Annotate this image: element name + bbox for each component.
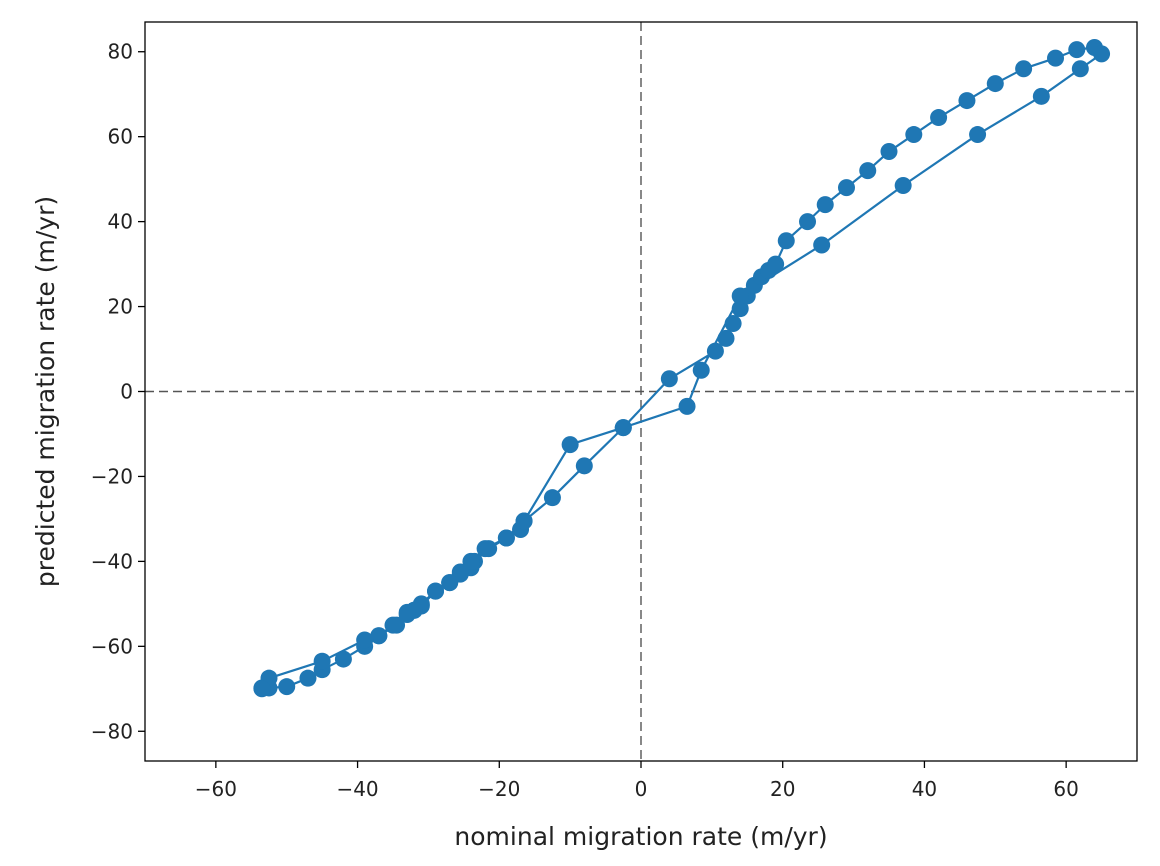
y-tick-label: 60 — [108, 125, 133, 149]
data-point — [731, 287, 749, 305]
data-point — [813, 236, 831, 254]
x-tick-label: 60 — [1053, 777, 1078, 801]
data-point — [799, 213, 817, 231]
x-tick-label: −40 — [336, 777, 378, 801]
data-point — [837, 179, 855, 197]
series-layer — [253, 38, 1111, 698]
data-point — [441, 574, 459, 592]
data-point — [313, 652, 331, 670]
data-point — [969, 126, 987, 144]
data-point — [1093, 45, 1111, 63]
data-point — [894, 177, 912, 195]
data-point — [731, 300, 749, 318]
data-point — [253, 680, 271, 698]
data-point — [384, 616, 402, 634]
data-point — [561, 436, 579, 454]
y-tick-label: −80 — [91, 719, 133, 743]
x-tick-label: 20 — [770, 777, 795, 801]
data-point — [1015, 60, 1033, 78]
data-point — [930, 109, 948, 127]
data-point — [370, 627, 388, 645]
data-point — [905, 126, 923, 144]
y-tick-label: 40 — [108, 210, 133, 234]
data-point — [816, 196, 834, 214]
data-point — [356, 631, 374, 649]
data-point — [958, 92, 976, 110]
data-point — [678, 397, 696, 415]
data-point — [543, 489, 561, 507]
x-axis: −60 −40 −20 0 20 40 60 — [195, 761, 1079, 801]
data-point — [724, 315, 742, 333]
x-tick-label: −20 — [478, 777, 520, 801]
data-point — [278, 678, 296, 696]
data-point — [451, 563, 469, 581]
data-point — [476, 540, 494, 558]
data-point — [497, 529, 515, 547]
data-point — [398, 603, 416, 621]
data-point — [986, 75, 1004, 93]
data-point — [462, 552, 480, 570]
x-axis-label: nominal migration rate (m/yr) — [454, 822, 827, 851]
data-point — [1068, 41, 1086, 59]
y-axis-label: predicted migration rate (m/yr) — [31, 196, 60, 587]
reference-lines — [145, 22, 1137, 761]
data-point — [575, 457, 593, 475]
data-point — [859, 162, 877, 180]
x-tick-label: 40 — [912, 777, 937, 801]
x-tick-label: 0 — [635, 777, 648, 801]
y-tick-label: −20 — [91, 464, 133, 488]
data-point — [706, 342, 724, 360]
data-point — [777, 232, 795, 250]
data-point — [334, 650, 352, 668]
data-point — [299, 669, 317, 687]
data-point — [1071, 60, 1089, 78]
data-point — [880, 143, 898, 161]
y-axis: −80 −60 −40 −20 0 20 40 60 80 — [91, 40, 145, 743]
data-point — [614, 419, 632, 437]
data-point — [660, 370, 678, 388]
data-point — [717, 329, 735, 347]
data-point — [1047, 49, 1065, 67]
y-tick-label: −60 — [91, 634, 133, 658]
y-tick-label: 20 — [108, 295, 133, 319]
y-tick-label: 0 — [120, 380, 133, 404]
data-point — [515, 512, 533, 530]
y-tick-label: −40 — [91, 549, 133, 573]
data-point — [427, 582, 445, 600]
data-point — [767, 255, 785, 273]
data-point — [1032, 87, 1050, 105]
y-tick-label: 80 — [108, 40, 133, 64]
data-point — [692, 361, 710, 379]
x-tick-label: −60 — [195, 777, 237, 801]
